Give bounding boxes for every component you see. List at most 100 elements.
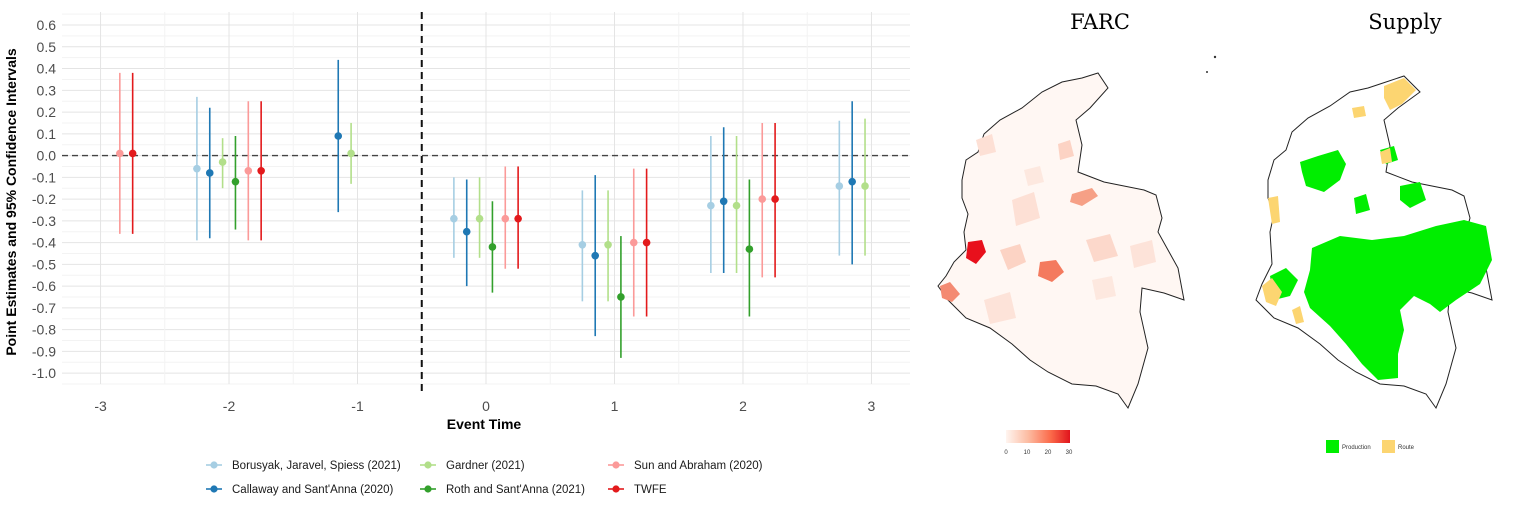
point-estimate (231, 177, 240, 186)
point-estimate (488, 243, 497, 251)
x-tick-label: -2 (223, 398, 236, 414)
x-tick-label: 3 (868, 398, 876, 414)
route-region (1384, 78, 1416, 110)
y-tick-label: -0.8 (32, 322, 56, 338)
point-estimate (604, 240, 612, 249)
legend: Borusyak, Jaravel, Spiess (2021) Callaway… (206, 460, 763, 496)
point-estimate (745, 245, 754, 253)
production-region (1354, 194, 1370, 214)
point-estimate (732, 201, 741, 210)
point-estimate (462, 227, 471, 236)
supply-legend: Production Route (1326, 440, 1415, 453)
y-tick-label: 0.0 (37, 148, 57, 164)
legend-key-point (612, 485, 620, 493)
point-estimate (835, 182, 844, 190)
y-tick-label: 0.4 (37, 61, 57, 77)
farc-colorbar-ramp (1006, 430, 1070, 443)
y-tick-label: 0.6 (37, 17, 57, 33)
legend-label: Sun and Abraham (2020) (634, 460, 763, 472)
legend-key-point (424, 485, 432, 493)
x-tick-label: 0 (482, 398, 490, 414)
y-axis-title: Point Estimates and 95% Confidence Inter… (3, 48, 19, 356)
farc-shaded-regions (940, 134, 1156, 324)
y-tick-label: 0.3 (37, 82, 57, 98)
point-estimate (501, 214, 510, 223)
y-tick-label: 0.1 (37, 126, 57, 142)
farc-map-title: FARC (1070, 10, 1130, 34)
point-estimate (334, 132, 343, 140)
y-tick-label: -0.1 (32, 169, 56, 185)
point-estimate (257, 167, 265, 175)
legend-label: Gardner (2021) (446, 460, 525, 472)
point-estimate (591, 251, 600, 260)
point-estimate (205, 169, 214, 177)
event-study-chart: 0.6 0.5 0.4 0.3 0.2 0.1 0.0 -0.1 -0.2 -0.3 -0.4 -0.… (3, 12, 910, 496)
legend-label: Roth and Sant'Anna (2021) (446, 484, 585, 496)
y-tick-label: -0.4 (32, 235, 56, 251)
point-estimate (193, 164, 201, 173)
supply-map-panel: Supply Production Route (1255, 10, 1493, 453)
y-tick-label: 0.2 (37, 104, 57, 120)
production-legend-swatch (1326, 440, 1339, 453)
farc-colorbar-tick: 20 (1045, 450, 1052, 456)
legend-label: TWFE (634, 484, 667, 496)
estimate-marks (116, 59, 869, 358)
point-estimate (642, 238, 651, 247)
route-legend-swatch (1382, 440, 1395, 453)
y-tick-label: -1.0 (32, 365, 56, 381)
point-estimate (771, 195, 779, 203)
y-tick-label: -0.7 (32, 300, 56, 316)
y-tick-label: -0.6 (32, 278, 56, 294)
farc-country-shape (937, 72, 1185, 410)
point-estimate (707, 201, 715, 210)
point-estimate (617, 293, 625, 301)
supply-map-title: Supply (1368, 10, 1442, 34)
x-tick-label: 1 (611, 398, 619, 414)
legend-label: Callaway and Sant'Anna (2020) (232, 484, 394, 496)
route-region (1292, 306, 1304, 324)
x-axis-ticks: -3 -2 -1 0 1 2 3 (94, 398, 875, 414)
route-region (1262, 278, 1282, 306)
route-region (1380, 148, 1392, 164)
point-estimate (116, 149, 124, 158)
y-axis-ticks: 0.6 0.5 0.4 0.3 0.2 0.1 0.0 -0.1 -0.2 -0.3 -0.4 -0.… (32, 17, 56, 381)
y-tick-label: 0.5 (37, 39, 57, 55)
point-estimate (861, 182, 869, 190)
farc-colorbar-tick: 30 (1066, 450, 1073, 456)
supply-production-regions (1270, 146, 1492, 380)
legend-label: Borusyak, Jaravel, Spiess (2021) (232, 460, 401, 472)
point-estimate (347, 149, 355, 158)
y-tick-label: -0.5 (32, 256, 56, 272)
farc-colorbar-tick: 10 (1024, 450, 1031, 456)
point-estimate (514, 214, 522, 223)
y-tick-label: -0.9 (32, 343, 56, 359)
reference-lines (62, 12, 910, 392)
x-tick-label: 2 (739, 398, 747, 414)
point-estimate (578, 240, 587, 249)
y-tick-label: -0.3 (32, 213, 56, 229)
point-estimate (128, 149, 137, 158)
legend-key-point (210, 485, 218, 493)
point-estimate (848, 177, 856, 186)
production-legend-label: Production (1342, 445, 1371, 451)
point-estimate (758, 195, 767, 203)
production-region (1304, 220, 1492, 380)
legend-key-point (424, 461, 432, 469)
production-region (1300, 150, 1346, 192)
production-region (1400, 182, 1426, 208)
point-estimate (450, 214, 458, 223)
map-islands (1206, 55, 1217, 73)
x-tick-label: -1 (351, 398, 364, 414)
farc-colorbar-tick: 0 (1004, 450, 1008, 456)
point-estimate (719, 197, 728, 206)
route-region (1268, 196, 1280, 224)
point-estimate (244, 167, 253, 175)
supply-route-regions (1262, 78, 1416, 324)
farc-map-panel: FARC (937, 10, 1217, 456)
x-axis-title: Event Time (447, 416, 522, 432)
legend-key-point (210, 461, 218, 469)
route-legend-label: Route (1398, 445, 1415, 451)
x-tick-label: -3 (94, 398, 107, 414)
y-tick-label: -0.2 (32, 191, 56, 207)
